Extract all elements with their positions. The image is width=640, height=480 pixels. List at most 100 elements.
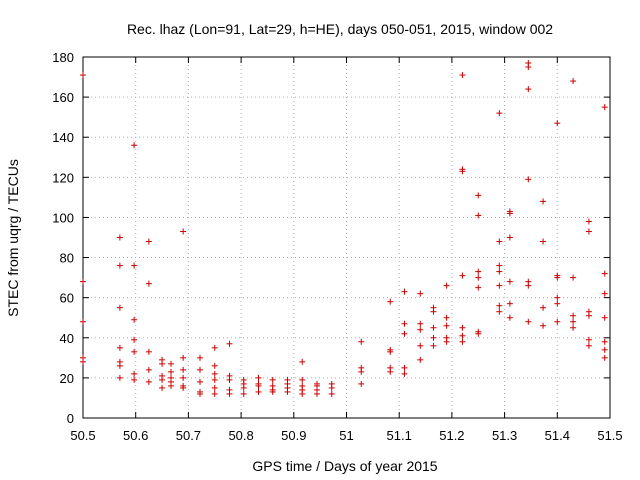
data-point (525, 318, 532, 325)
y-axis-ticks: 0 20 40 60 80 100 120 140 160 180 (52, 50, 610, 426)
data-point (475, 284, 482, 291)
data-point (196, 390, 203, 397)
data-point (116, 362, 123, 369)
data-point (540, 322, 547, 329)
data-point (417, 320, 424, 327)
data-point (506, 314, 513, 321)
data-point (313, 390, 320, 397)
data-point (601, 346, 608, 353)
data-point (475, 274, 482, 281)
data-point (459, 324, 466, 331)
y-tick-label: 80 (60, 251, 74, 266)
data-point (269, 388, 276, 395)
data-point (358, 380, 365, 387)
data-point (601, 354, 608, 361)
data-point (168, 382, 175, 389)
y-tick-label: 0 (67, 411, 74, 426)
y-axis-label: STEC from uqrg / TECUs (5, 159, 21, 317)
data-point (168, 368, 175, 375)
data-points (80, 60, 608, 397)
data-point (196, 366, 203, 373)
data-point (299, 376, 306, 383)
data-point (180, 354, 187, 361)
data-point (443, 338, 450, 345)
data-point (116, 234, 123, 241)
x-tick-label: 51.3 (492, 428, 517, 443)
data-point (116, 262, 123, 269)
data-point (284, 388, 291, 395)
data-point (496, 238, 503, 245)
data-point (159, 360, 166, 367)
data-point (417, 290, 424, 297)
data-point (131, 316, 138, 323)
data-point (240, 384, 247, 391)
x-tick-label: 51.1 (387, 428, 412, 443)
data-point (506, 210, 513, 217)
data-point (496, 262, 503, 269)
data-point (540, 198, 547, 205)
data-point (443, 322, 450, 329)
data-point (196, 354, 203, 361)
data-point (601, 290, 608, 297)
data-point (585, 336, 592, 343)
data-point (80, 318, 86, 325)
data-point (387, 368, 394, 375)
data-point (459, 272, 466, 279)
data-point (570, 78, 577, 85)
data-point (387, 298, 394, 305)
data-point (525, 64, 532, 71)
data-point (459, 72, 466, 79)
data-point (159, 384, 166, 391)
data-point (401, 288, 408, 295)
y-tick-label: 160 (52, 90, 74, 105)
data-point (601, 104, 608, 111)
x-tick-label: 51.5 (597, 428, 622, 443)
data-point (430, 308, 437, 315)
data-point (475, 268, 482, 275)
data-point (255, 382, 262, 389)
data-point (226, 376, 233, 383)
data-point (417, 342, 424, 349)
data-point (226, 390, 233, 397)
data-point (358, 338, 365, 345)
data-point (506, 278, 513, 285)
data-point (180, 366, 187, 373)
data-point (475, 192, 482, 199)
y-tick-label: 40 (60, 331, 74, 346)
data-point (540, 238, 547, 245)
y-tick-label: 120 (52, 170, 74, 185)
data-point (601, 314, 608, 321)
data-point (585, 312, 592, 319)
data-point (116, 304, 123, 311)
data-point (525, 86, 532, 93)
data-point (443, 282, 450, 289)
data-point (180, 374, 187, 381)
data-point (401, 320, 408, 327)
data-point (401, 370, 408, 377)
y-tick-label: 140 (52, 130, 74, 145)
data-point (570, 312, 577, 319)
data-point (226, 340, 233, 347)
grid (83, 57, 610, 418)
x-tick-label: 50.8 (228, 428, 253, 443)
data-point (459, 338, 466, 345)
data-point (116, 344, 123, 351)
data-point (525, 282, 532, 289)
data-point (180, 228, 187, 235)
data-point (401, 364, 408, 371)
data-point (417, 356, 424, 363)
y-tick-label: 60 (60, 291, 74, 306)
data-point (570, 274, 577, 281)
data-point (80, 358, 86, 365)
data-point (430, 334, 437, 341)
data-point (211, 384, 218, 391)
data-point (145, 280, 152, 287)
data-point (601, 270, 608, 277)
data-point (554, 300, 561, 307)
data-point (168, 360, 175, 367)
data-point (540, 304, 547, 311)
data-point (240, 390, 247, 397)
data-point (196, 378, 203, 385)
data-point (417, 326, 424, 333)
data-point (525, 176, 532, 183)
